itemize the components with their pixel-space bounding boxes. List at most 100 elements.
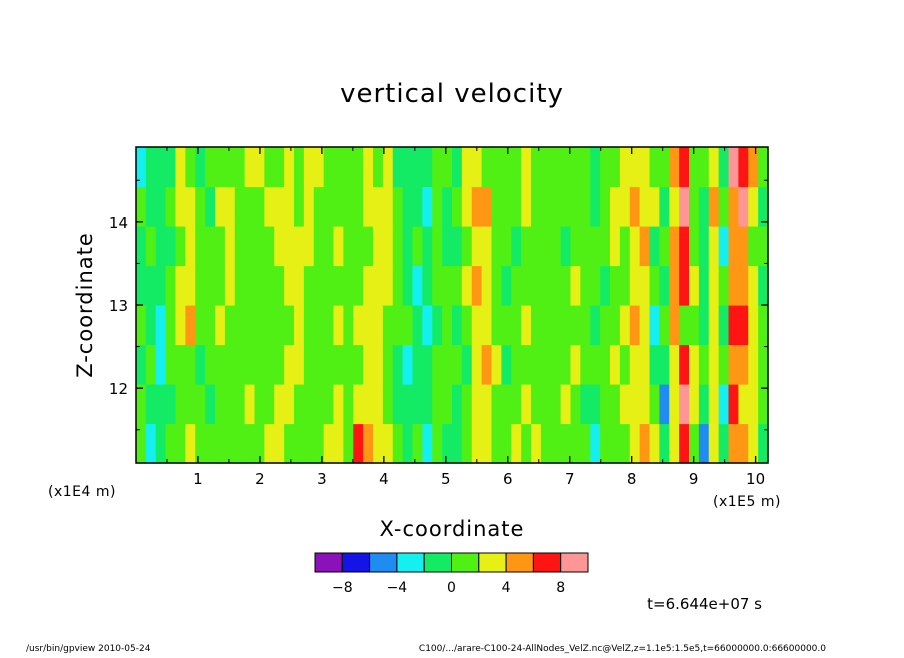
heatmap-cell [491, 226, 502, 267]
heatmap-cell [284, 265, 295, 306]
heatmap-cell [580, 186, 591, 227]
heatmap-cell [659, 186, 670, 227]
heatmap-cell [560, 265, 572, 306]
heatmap-cell [442, 147, 453, 188]
heatmap-cell [224, 344, 236, 385]
heatmap-cell [491, 186, 502, 227]
heatmap-cell [570, 265, 581, 306]
heatmap-cell [274, 265, 285, 306]
heatmap-cell [224, 147, 236, 188]
x-tick-label: 2 [255, 470, 265, 488]
heatmap-cell [373, 265, 384, 306]
heatmap-cell [481, 186, 493, 227]
heatmap-cell [511, 305, 522, 346]
heatmap-cell [590, 305, 601, 346]
y-tick-label: 14 [109, 214, 128, 232]
heatmap-cell [649, 423, 660, 464]
heatmap-cell [669, 265, 680, 306]
heatmap-cell [531, 265, 542, 306]
heatmap-cell [452, 147, 463, 188]
heatmap-cell [254, 384, 265, 425]
heatmap-cell [205, 344, 216, 385]
heatmap-cell [363, 265, 374, 306]
heatmap-cell [244, 186, 256, 227]
heatmap-cell [481, 147, 493, 188]
heatmap-cell [244, 344, 256, 385]
heatmap-cell [689, 384, 700, 425]
heatmap-cell [373, 147, 384, 188]
heatmap-cell [629, 423, 641, 464]
heatmap-cell [254, 305, 265, 346]
heatmap-cell [728, 147, 739, 188]
heatmap-cell [679, 147, 690, 188]
heatmap-cell [224, 305, 236, 346]
heatmap-cell [234, 265, 246, 306]
heatmap-cell [333, 384, 344, 425]
heatmap-cell [323, 384, 335, 425]
heatmap-cell [392, 384, 404, 425]
heatmap-cell [521, 305, 532, 346]
heatmap-cell [560, 423, 572, 464]
heatmap-cell [501, 423, 512, 464]
heatmap-cell [689, 186, 700, 227]
heatmap-cell [333, 226, 344, 267]
heatmap-cell [521, 226, 532, 267]
heatmap-cell [323, 226, 335, 267]
heatmap-cell [629, 305, 641, 346]
heatmap-cell [185, 265, 196, 306]
heatmap-cell [619, 147, 631, 188]
heatmap-cell [521, 344, 532, 385]
heatmap-cell [136, 147, 147, 188]
heatmap-cell [432, 147, 443, 188]
heatmap-cell [452, 423, 463, 464]
heatmap-cell [619, 384, 631, 425]
heatmap-cell [205, 384, 216, 425]
heatmap-cell [205, 423, 216, 464]
heatmap-cell [748, 265, 759, 306]
heatmap-cell [353, 226, 364, 267]
heatmap-cell [728, 423, 739, 464]
heatmap-cell [649, 186, 660, 227]
heatmap-cell [422, 186, 433, 227]
heatmap-cell [501, 265, 512, 306]
heatmap-cell [412, 186, 423, 227]
heatmap-cell [215, 265, 226, 306]
heatmap-cell [718, 305, 730, 346]
heatmap-cell [698, 147, 710, 188]
chart-title: vertical velocity [340, 79, 564, 109]
heatmap-cell [244, 265, 256, 306]
heatmap-cell [689, 265, 700, 306]
heatmap-cell [689, 226, 700, 267]
heatmap-cell [550, 384, 562, 425]
heatmap-cell [708, 186, 720, 227]
heatmap-cell [175, 147, 186, 188]
heatmap-cell [649, 384, 660, 425]
heatmap-cell [590, 265, 601, 306]
heatmap-cell [461, 147, 473, 188]
heatmap-cell [748, 147, 759, 188]
heatmap-cell [511, 147, 522, 188]
heatmap-cell [175, 423, 186, 464]
heatmap-cell [205, 147, 216, 188]
heatmap-cell [224, 186, 236, 227]
heatmap-cell [422, 147, 433, 188]
heatmap-cell [570, 147, 581, 188]
heatmap-cell [471, 344, 483, 385]
heatmap-cell [639, 344, 651, 385]
heatmap-cell [432, 344, 443, 385]
heatmap-cell [748, 226, 759, 267]
heatmap-cell [343, 423, 354, 464]
heatmap-cell [481, 226, 493, 267]
heatmap-cell [639, 265, 651, 306]
heatmap-cell [629, 147, 641, 188]
heatmap-cell [570, 226, 581, 267]
heatmap-cell [452, 384, 463, 425]
heatmap-cell [284, 384, 295, 425]
heatmap-cell [471, 384, 483, 425]
heatmap-cell [590, 226, 601, 267]
heatmap-cell [738, 384, 749, 425]
heatmap-cell [353, 384, 364, 425]
heatmap-cell [560, 305, 572, 346]
colorbar-label: 0 [447, 580, 456, 596]
